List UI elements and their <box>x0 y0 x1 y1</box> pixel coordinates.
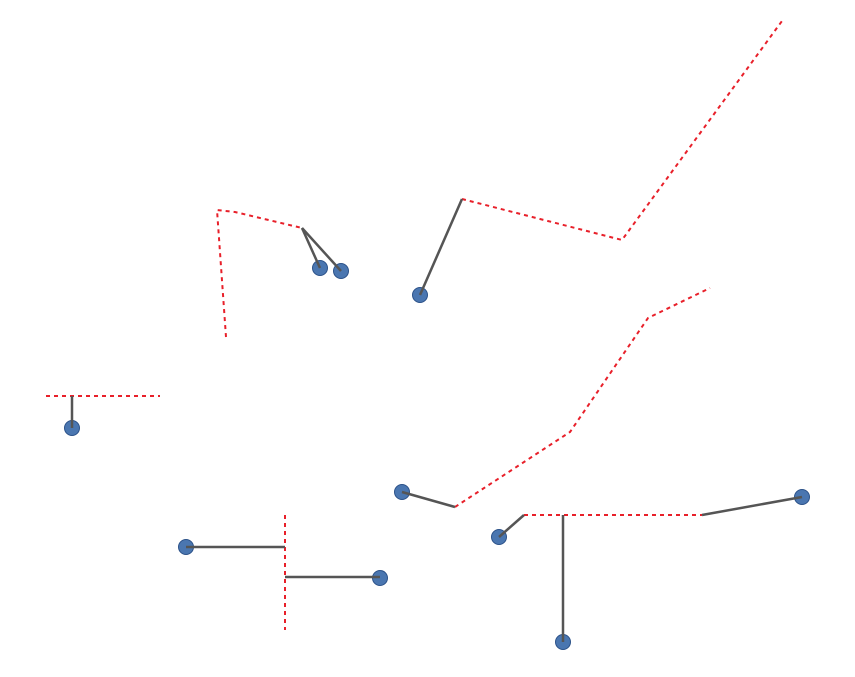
dotted-line-3 <box>454 287 711 508</box>
dotted-line-2 <box>461 20 783 242</box>
connector-1 <box>300 227 322 269</box>
connector-layer <box>70 198 803 642</box>
connector-5 <box>401 490 456 509</box>
connector-10 <box>701 495 803 517</box>
dotted-line-1 <box>215 208 303 338</box>
connector-3 <box>418 198 464 296</box>
connector-8 <box>498 514 525 538</box>
line-layer <box>46 20 783 630</box>
connector-2 <box>301 227 342 272</box>
point-layer <box>64 260 810 650</box>
